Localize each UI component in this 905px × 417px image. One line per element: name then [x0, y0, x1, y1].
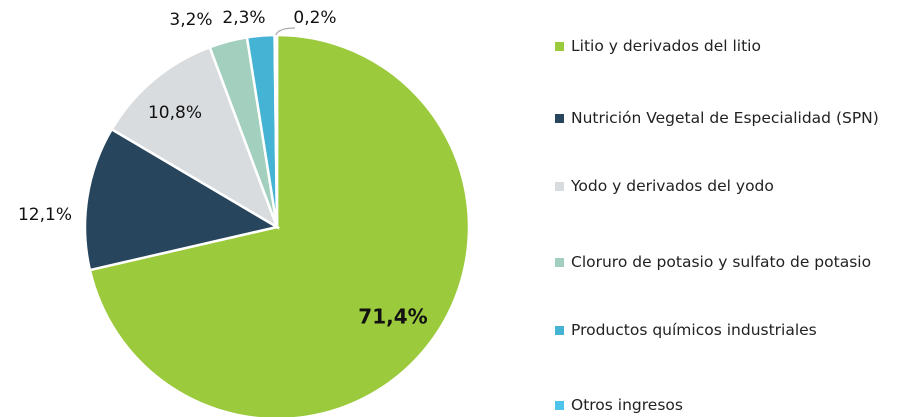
- pie-area: 71,4% 12,1% 10,8% 3,2% 2,3% 0,2%: [18, 8, 471, 417]
- legend-swatch: [555, 114, 564, 123]
- legend-item: Yodo y derivados del yodo: [555, 175, 890, 198]
- legend-label: Yodo y derivados del yodo: [571, 177, 774, 195]
- legend-item: Nutrición Vegetal de Especialidad (SPN): [555, 107, 890, 130]
- legend-label: Nutrición Vegetal de Especialidad (SPN): [571, 109, 879, 127]
- data-label: 10,8%: [148, 103, 202, 123]
- pie-slice: [273, 33, 279, 228]
- legend-label: Cloruro de potasio y sulfato de potasio: [571, 253, 872, 271]
- legend-swatch: [555, 42, 564, 51]
- pie-slice: [83, 127, 281, 272]
- data-label: 71,4%: [358, 305, 427, 329]
- legend-label: Otros ingresos: [571, 396, 683, 414]
- leader-line: [275, 27, 296, 36]
- legend-item: Productos químicos industriales: [555, 319, 890, 342]
- data-label: 12,1%: [18, 205, 72, 225]
- pie-slice: [88, 33, 471, 417]
- legend-swatch: [555, 182, 564, 191]
- data-label: 2,3%: [222, 8, 265, 28]
- legend-swatch: [555, 326, 564, 335]
- data-label: 3,2%: [169, 10, 212, 30]
- legend-item: Cloruro de potasio y sulfato de potasio: [555, 251, 890, 274]
- legend-item: Otros ingresos: [555, 394, 890, 417]
- legend-swatch: [555, 258, 564, 267]
- legend-label: Productos químicos industriales: [571, 321, 817, 339]
- legend-item: Litio y derivados del litio: [555, 35, 890, 58]
- pie-slice: [110, 45, 280, 230]
- data-label: 0,2%: [293, 8, 336, 28]
- legend-swatch: [555, 401, 564, 410]
- legend-label: Litio y derivados del litio: [571, 37, 761, 55]
